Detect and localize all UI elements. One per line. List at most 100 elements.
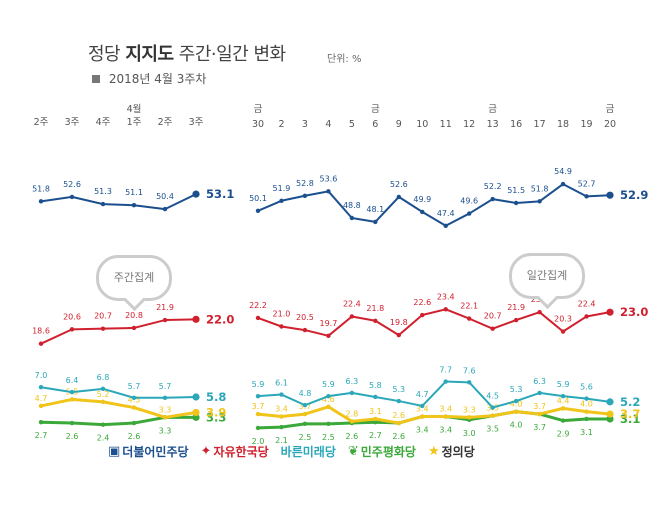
daily-pyeonghwa-data-label: 3.0 [463,429,476,438]
daily-jeongui-data-label: 3.4 [275,405,288,414]
daily-jeongui-point [443,414,448,419]
weekly-jeongui-end-label: 3.9 [206,405,226,419]
daily-jeongui-data-label: 3.7 [533,402,546,411]
weekly-bareun-line [40,386,197,399]
weekly-minju-point [162,206,168,212]
weekly-bareun-point [162,395,168,400]
daily-jeongui-data-label: 4.0 [580,400,593,409]
daily-x-tick-label: 9 [396,119,402,130]
legend-item-pyeonghwa: ❦ 민주평화당 [348,443,416,460]
daily-minju-data-label: 51.9 [273,184,291,193]
weekly-jeongui-point [131,405,137,410]
daily-jayu-data-label: 21.9 [507,303,525,312]
daily-bareun-point [396,398,401,404]
weekly-minju-point [100,201,106,207]
weekly-bubble-label: 주간집계 [113,271,155,284]
daily-jeongui-point [560,406,566,411]
weekly-jeongui-data-label: 4.7 [35,394,48,403]
daily-bareun-point [606,398,614,406]
daily-jayu-point [560,329,566,334]
daily-bareun-point [302,402,308,408]
daily-jayu-point [373,318,378,323]
daily-jayu-data-label: 22.6 [413,298,431,307]
daily-bareun-data-label: 4.8 [299,389,312,398]
weekly-jeongui-point [38,403,44,409]
weekly-minju-end-label: 53.1 [206,187,234,201]
weekly-bareun-data-label: 6.4 [66,376,79,385]
weekly-minju-point [131,203,137,208]
daily-minju-point [396,194,401,200]
daily-jayu-data-label: 22.2 [249,301,267,310]
weekly-jayu-point [131,325,137,331]
daily-jeongui-point [396,420,401,426]
weekly-jayu-point [38,341,44,346]
legend-label-bareun: 바른미래당 [280,445,336,459]
weekly-bareun-data-label: 5.7 [128,382,141,391]
daily-bareun-point [349,390,355,396]
weekly-jeongui-point [192,408,200,417]
daily-jeongui-point [279,414,284,419]
weekly-minju-point [38,199,44,204]
daily-bareun-point [443,379,448,384]
daily-x-tick-label: 5 [349,119,355,130]
daily-pyeonghwa-data-label: 2.1 [275,436,288,445]
weekly-jayu-data-label: 20.7 [94,312,112,321]
daily-pyeonghwa-point [279,424,284,430]
daily-weekday-label: 금 [371,104,380,115]
daily-jeongui-point [255,411,261,417]
weekly-pyeonghwa-data-label: 2.4 [97,434,110,443]
weekly-pyeonghwa-data-label: 2.6 [128,432,141,441]
legend-item-jayu: ✦ 자유한국당 [201,443,269,460]
daily-jeongui-point [302,411,308,417]
weekly-bareun-point [38,385,44,390]
daily-minju-data-label: 49.9 [413,195,431,204]
weekly-jeongui-line [40,397,197,419]
daily-jayu-point [443,307,448,312]
daily-minju-point [373,219,378,225]
weekly-pyeonghwa-data-label: 2.7 [35,431,48,440]
weekly-jayu-point [192,315,200,323]
daily-minju-point [537,199,542,204]
weekly-x-tick-label: 2주 [158,117,173,128]
daily-minju-point [349,215,355,221]
daily-minju-point [490,196,495,202]
legend-label-jeongui: 정의당 [441,445,475,459]
daily-bareun-point [279,392,284,397]
daily-bareun-data-label: 4.5 [486,392,499,401]
weekly-jayu-data-label: 20.8 [125,311,143,320]
title-strong: 지지도 [125,44,174,65]
daily-bareun-point [537,390,542,396]
weekly-month-label: 4월 [127,103,142,115]
daily-jayu-data-label: 23.4 [437,292,455,301]
weekly-x-tick-label: 3주 [189,117,204,128]
daily-pyeonghwa-data-label: 3.7 [533,423,546,432]
weekly-jeongui-point [162,415,168,420]
daily-minju-data-label: 51.5 [507,186,525,195]
weekly-pyeonghwa-line [40,415,196,427]
weekly-bareun-data-label: 7.0 [35,371,48,380]
daily-pyeonghwa-point [326,421,331,427]
daily-minju-data-label: 51.8 [531,184,549,193]
daily-bareun-point [326,393,331,399]
daily-jeongui-point [584,409,589,414]
weekly-x-tick-label: 1주 [127,117,142,128]
daily-x-tick-label: 12 [463,119,475,130]
daily-minju-point [513,200,519,206]
daily-jayu-point [513,317,519,323]
daily-jeongui-point [326,404,331,409]
daily-minju-data-label: 52.6 [390,180,408,189]
daily-jeongui-line [257,405,611,425]
weekly-jayu-point [69,327,75,332]
daily-pyeonghwa-data-label: 2.5 [299,433,312,442]
party-legend: ▣ 더불어민주당 ✦ 자유한국당 바른미래당 ❦ 민주평화당 ★ 정의당 [108,443,475,460]
daily-jayu-point [490,326,495,331]
jeongui-logo-icon: ★ [427,444,440,459]
daily-jayu-data-label: 20.7 [484,312,502,321]
daily-bareun-point [584,396,589,401]
daily-jeongui-data-label: 3.4 [439,405,452,414]
daily-bareun-data-label: 7.6 [463,366,476,375]
daily-pyeonghwa-data-label: 3.4 [416,426,429,435]
daily-minju-point [302,193,308,198]
page-title: 정당 지지도 주간·일간 변화 [88,40,286,66]
weekly-minju-data-label: 51.3 [94,187,112,196]
